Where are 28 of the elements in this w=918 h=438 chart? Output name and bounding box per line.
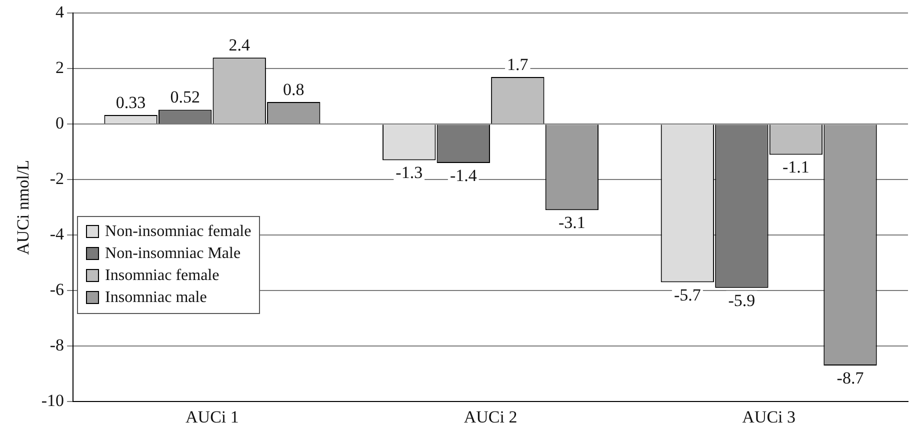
legend-label: Non-insomniac Male bbox=[105, 244, 241, 263]
data-label: -1.3 bbox=[396, 163, 423, 182]
y-tick-label: 4 bbox=[56, 2, 65, 22]
y-tick-label: 2 bbox=[56, 58, 64, 78]
y-tick-label: -4 bbox=[50, 224, 65, 244]
data-label: 0.52 bbox=[170, 88, 200, 107]
data-label: -3.1 bbox=[558, 213, 586, 232]
x-tick-label: AUCi 1 bbox=[186, 407, 239, 426]
data-label: 1.7 bbox=[507, 54, 529, 74]
x-tick-label: AUCi 2 bbox=[464, 407, 518, 426]
y-tick-label: -8 bbox=[50, 336, 64, 355]
data-label: -5.7 bbox=[674, 285, 702, 304]
data-label: -1.1 bbox=[782, 158, 810, 177]
x-tick-label: AUCi 3 bbox=[742, 407, 796, 426]
data-label: -5.9 bbox=[728, 290, 756, 310]
data-label: 0.8 bbox=[283, 80, 304, 99]
y-tick-label: -10 bbox=[41, 391, 64, 410]
data-label: -8.7 bbox=[836, 368, 864, 388]
y-tick-label: -6 bbox=[50, 280, 64, 300]
legend-label: Insomniac male bbox=[105, 288, 207, 307]
data-label: 0.33 bbox=[116, 92, 146, 112]
y-axis-title: AUCi nmol/L bbox=[14, 160, 33, 255]
legend-label: Non-insomniac female bbox=[105, 222, 252, 241]
y-tick-label: 0 bbox=[56, 114, 64, 133]
data-label: 2.4 bbox=[228, 36, 250, 55]
data-label: -1.4 bbox=[450, 166, 478, 185]
legend-label: Insomniac female bbox=[105, 266, 220, 285]
y-tick-label: -2 bbox=[50, 169, 64, 188]
